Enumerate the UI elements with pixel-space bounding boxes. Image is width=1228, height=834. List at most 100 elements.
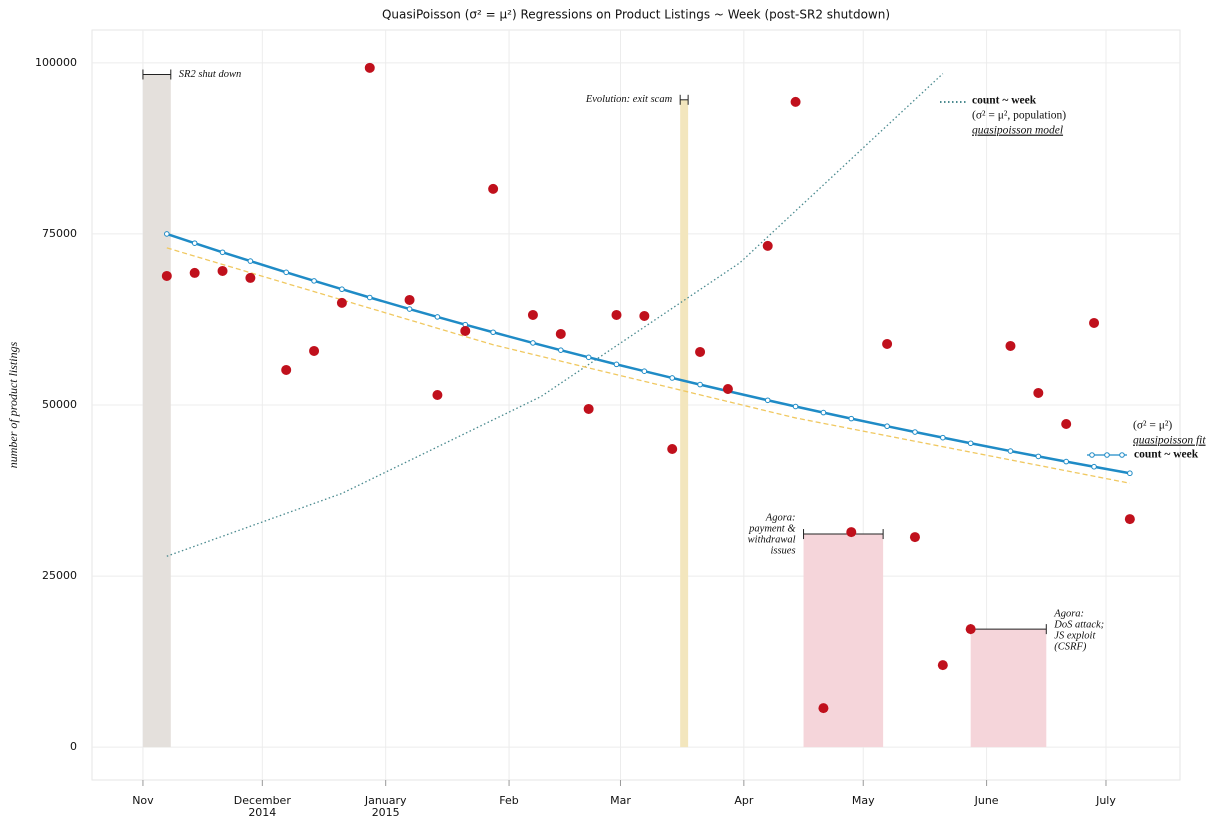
fit-marker [1035, 453, 1042, 460]
fit-marker [530, 340, 536, 346]
data-point [245, 272, 256, 283]
data-point [1124, 514, 1135, 525]
data-point [432, 390, 443, 401]
fit-marker [697, 381, 703, 388]
legend-text: count ~ week [972, 95, 1037, 107]
event-label: JS exploit [1054, 631, 1096, 642]
event-label: Agora: [765, 512, 796, 523]
data-point [846, 527, 857, 538]
fit-line [166, 73, 944, 557]
data-point [555, 328, 566, 339]
event-region [970, 629, 1047, 748]
data-point [217, 265, 228, 276]
y-tick-label: 25000 [42, 569, 77, 582]
fit-marker [339, 286, 345, 293]
x-tick-label: Feb [499, 794, 518, 807]
data-point [762, 240, 773, 251]
data-point [1089, 317, 1100, 328]
fit-marker [848, 415, 855, 422]
data-point [639, 310, 650, 321]
fit-marker [967, 440, 974, 447]
event-label: issues [770, 545, 795, 556]
fit-line [166, 247, 1130, 484]
data-point [404, 294, 415, 305]
fit-marker [406, 306, 413, 312]
data-point [818, 703, 829, 714]
data-point [460, 325, 471, 336]
fit-marker [641, 368, 648, 374]
legend-text: count ~ week [1134, 449, 1199, 461]
event-region [142, 74, 171, 748]
fit-marker [557, 347, 564, 353]
data-point [611, 309, 622, 320]
data-point [790, 96, 801, 107]
event-region [680, 99, 689, 748]
legend-swatch-marker [1104, 452, 1110, 458]
event-label: SR2 shut down [179, 69, 241, 80]
data-point [1005, 340, 1016, 351]
event-region [803, 534, 884, 748]
data-point [1061, 419, 1072, 430]
fit-marker [283, 269, 290, 276]
legend-swatch-marker [1119, 452, 1125, 458]
x-tick-label: June [974, 794, 999, 807]
data-point [309, 345, 320, 356]
data-point [695, 346, 706, 357]
fit-marker [940, 434, 946, 441]
data-point [909, 532, 920, 543]
x-tick-label: January 2015 [364, 794, 407, 819]
fit-marker [1063, 458, 1069, 465]
x-tick-label: Nov [132, 794, 154, 807]
legend-text: (σ² = μ², population) [972, 110, 1066, 122]
data-point [281, 364, 292, 375]
fit-marker [247, 258, 254, 264]
fit-marker [764, 397, 771, 404]
data-point [965, 624, 976, 635]
legend-text: (σ² = μ²) [1133, 420, 1172, 432]
fit-marker [613, 361, 620, 368]
data-point [667, 444, 678, 455]
fit-marker [490, 329, 496, 336]
data-point [583, 403, 594, 414]
x-tick-label: Mar [610, 794, 631, 807]
y-tick-label: 100000 [35, 56, 77, 69]
fit-marker [1091, 463, 1097, 470]
event-label: payment & [748, 523, 796, 534]
legend-text: quasipoisson model [972, 125, 1063, 137]
chart-title: QuasiPoisson (σ² = μ²) Regressions on Pr… [382, 8, 890, 22]
fit-marker [311, 278, 317, 284]
x-tick-label: Apr [734, 794, 754, 807]
x-tick-label: May [852, 794, 875, 807]
legend-text: quasipoisson fit [1133, 435, 1206, 447]
event-label: DoS attack; [1053, 620, 1104, 631]
fit-marker [191, 240, 198, 246]
legend-swatch-marker [1089, 452, 1095, 458]
fit-marker [820, 409, 827, 416]
fit-marker [792, 403, 799, 410]
event-label: Evolution: exit scam [585, 94, 673, 105]
fit-marker [884, 423, 890, 430]
fit-marker [366, 294, 373, 301]
fit-marker [434, 314, 441, 320]
data-point [527, 309, 538, 320]
x-tick-label: December 2014 [234, 794, 292, 819]
data-point [161, 270, 172, 281]
fit-marker [1007, 448, 1014, 454]
event-label: withdrawal [748, 534, 796, 545]
y-tick-label: 0 [70, 740, 77, 753]
x-tick-label: July [1095, 794, 1116, 807]
data-point [189, 267, 200, 278]
y-tick-label: 50000 [42, 398, 77, 411]
fit-marker [585, 354, 592, 361]
event-label: (CSRF) [1054, 642, 1087, 653]
data-point [336, 297, 347, 308]
fit-marker [669, 375, 676, 381]
event-label: Agora: [1053, 609, 1084, 620]
data-point [722, 383, 733, 394]
data-point [488, 183, 499, 194]
fit-marker [164, 231, 170, 237]
fit-marker [219, 249, 226, 256]
y-axis-label: number of product listings [6, 341, 20, 468]
